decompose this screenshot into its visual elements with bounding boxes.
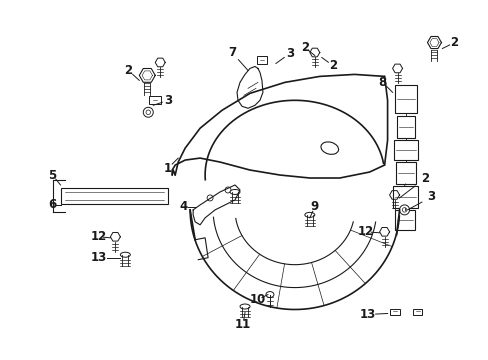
Text: 8: 8	[378, 76, 386, 89]
Text: 2: 2	[449, 36, 458, 49]
FancyBboxPatch shape	[396, 116, 414, 138]
Ellipse shape	[229, 189, 240, 194]
FancyBboxPatch shape	[395, 162, 415, 184]
Ellipse shape	[265, 292, 273, 298]
FancyBboxPatch shape	[394, 85, 416, 113]
Text: 10: 10	[249, 293, 265, 306]
Text: 5: 5	[48, 168, 57, 181]
Circle shape	[207, 195, 213, 201]
FancyBboxPatch shape	[61, 188, 168, 204]
FancyBboxPatch shape	[256, 57, 266, 64]
Text: 7: 7	[227, 46, 236, 59]
Text: 3: 3	[427, 190, 435, 203]
Circle shape	[146, 110, 150, 114]
Text: 13: 13	[359, 308, 375, 321]
Text: 6: 6	[48, 198, 57, 211]
FancyBboxPatch shape	[392, 186, 417, 208]
Text: 2: 2	[328, 59, 336, 72]
Ellipse shape	[304, 212, 314, 217]
Ellipse shape	[240, 304, 249, 309]
Text: 12: 12	[357, 225, 373, 238]
Text: 9: 9	[310, 201, 318, 213]
FancyBboxPatch shape	[393, 140, 417, 160]
Text: 2: 2	[124, 64, 132, 77]
Circle shape	[224, 187, 230, 193]
FancyBboxPatch shape	[412, 309, 422, 315]
Text: 2: 2	[421, 171, 428, 185]
Text: 13: 13	[90, 251, 106, 264]
Circle shape	[143, 107, 153, 117]
FancyBboxPatch shape	[389, 309, 399, 315]
Circle shape	[402, 208, 406, 212]
Text: 3: 3	[285, 47, 293, 60]
Ellipse shape	[320, 142, 338, 154]
Text: 11: 11	[234, 318, 251, 331]
Ellipse shape	[120, 252, 130, 257]
Circle shape	[399, 205, 408, 215]
FancyBboxPatch shape	[394, 210, 414, 230]
Text: 12: 12	[90, 230, 106, 243]
Text: 3: 3	[164, 94, 172, 107]
Text: 4: 4	[179, 201, 187, 213]
Text: 2: 2	[300, 41, 308, 54]
FancyBboxPatch shape	[149, 96, 161, 104]
Text: 1: 1	[164, 162, 172, 175]
